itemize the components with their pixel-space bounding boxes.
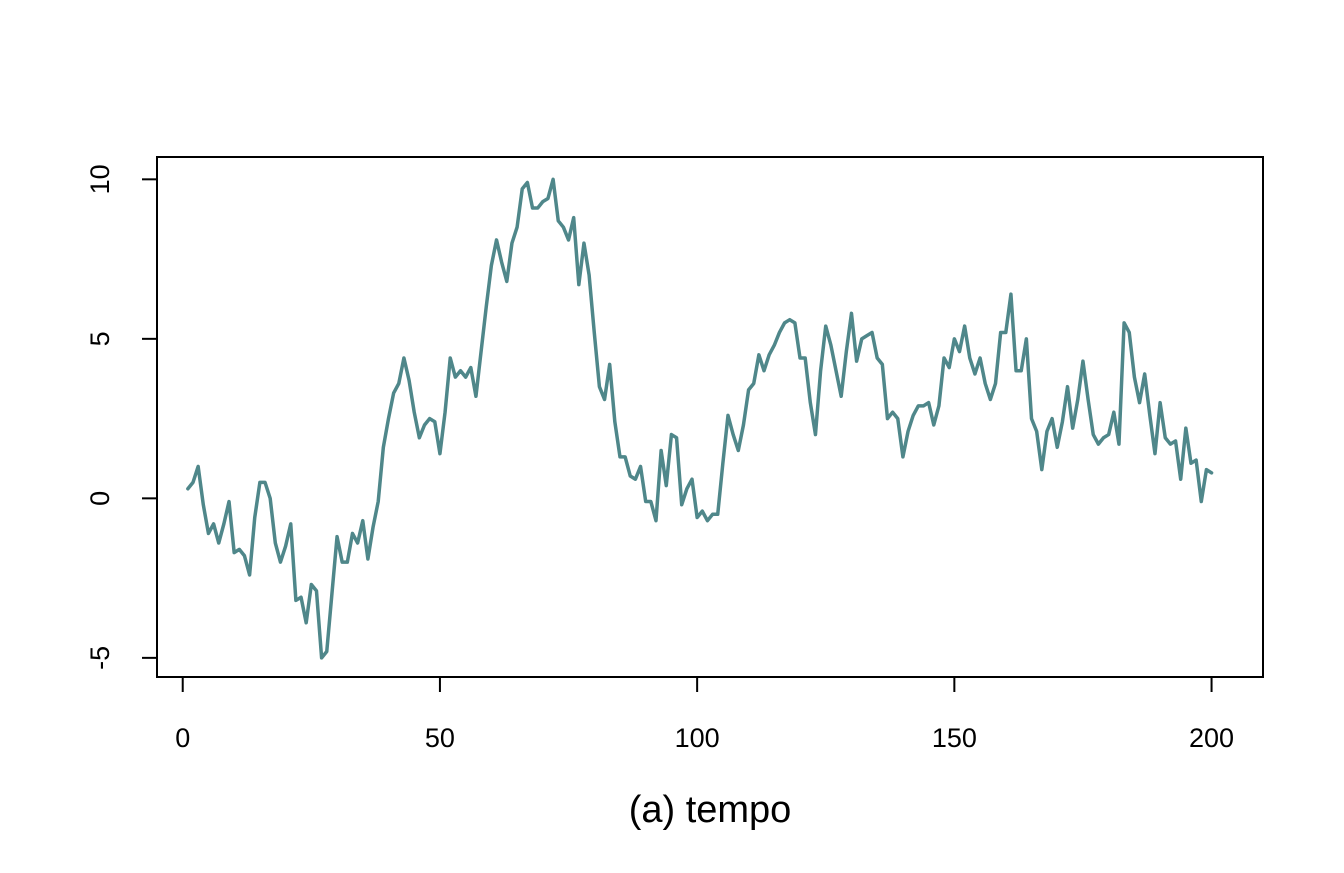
series-line: [186, 177, 1214, 660]
y-tick-label: -5: [85, 646, 115, 670]
y-axis: -5 0 5 10: [85, 164, 158, 670]
x-axis-label: (a) tempo: [629, 789, 792, 831]
x-axis: 0 50 100 150 200: [175, 676, 1234, 753]
x-tick-label: 50: [425, 723, 455, 753]
y-tick-label: 10: [85, 164, 115, 194]
y-tick-label: 5: [85, 331, 115, 346]
plot-frame: [156, 156, 1264, 678]
x-tick-label: 150: [932, 723, 977, 753]
x-tick-label: 200: [1189, 723, 1234, 753]
y-tick-label: 0: [85, 491, 115, 506]
x-tick-label: 0: [175, 723, 190, 753]
x-tick-label: 100: [675, 723, 720, 753]
